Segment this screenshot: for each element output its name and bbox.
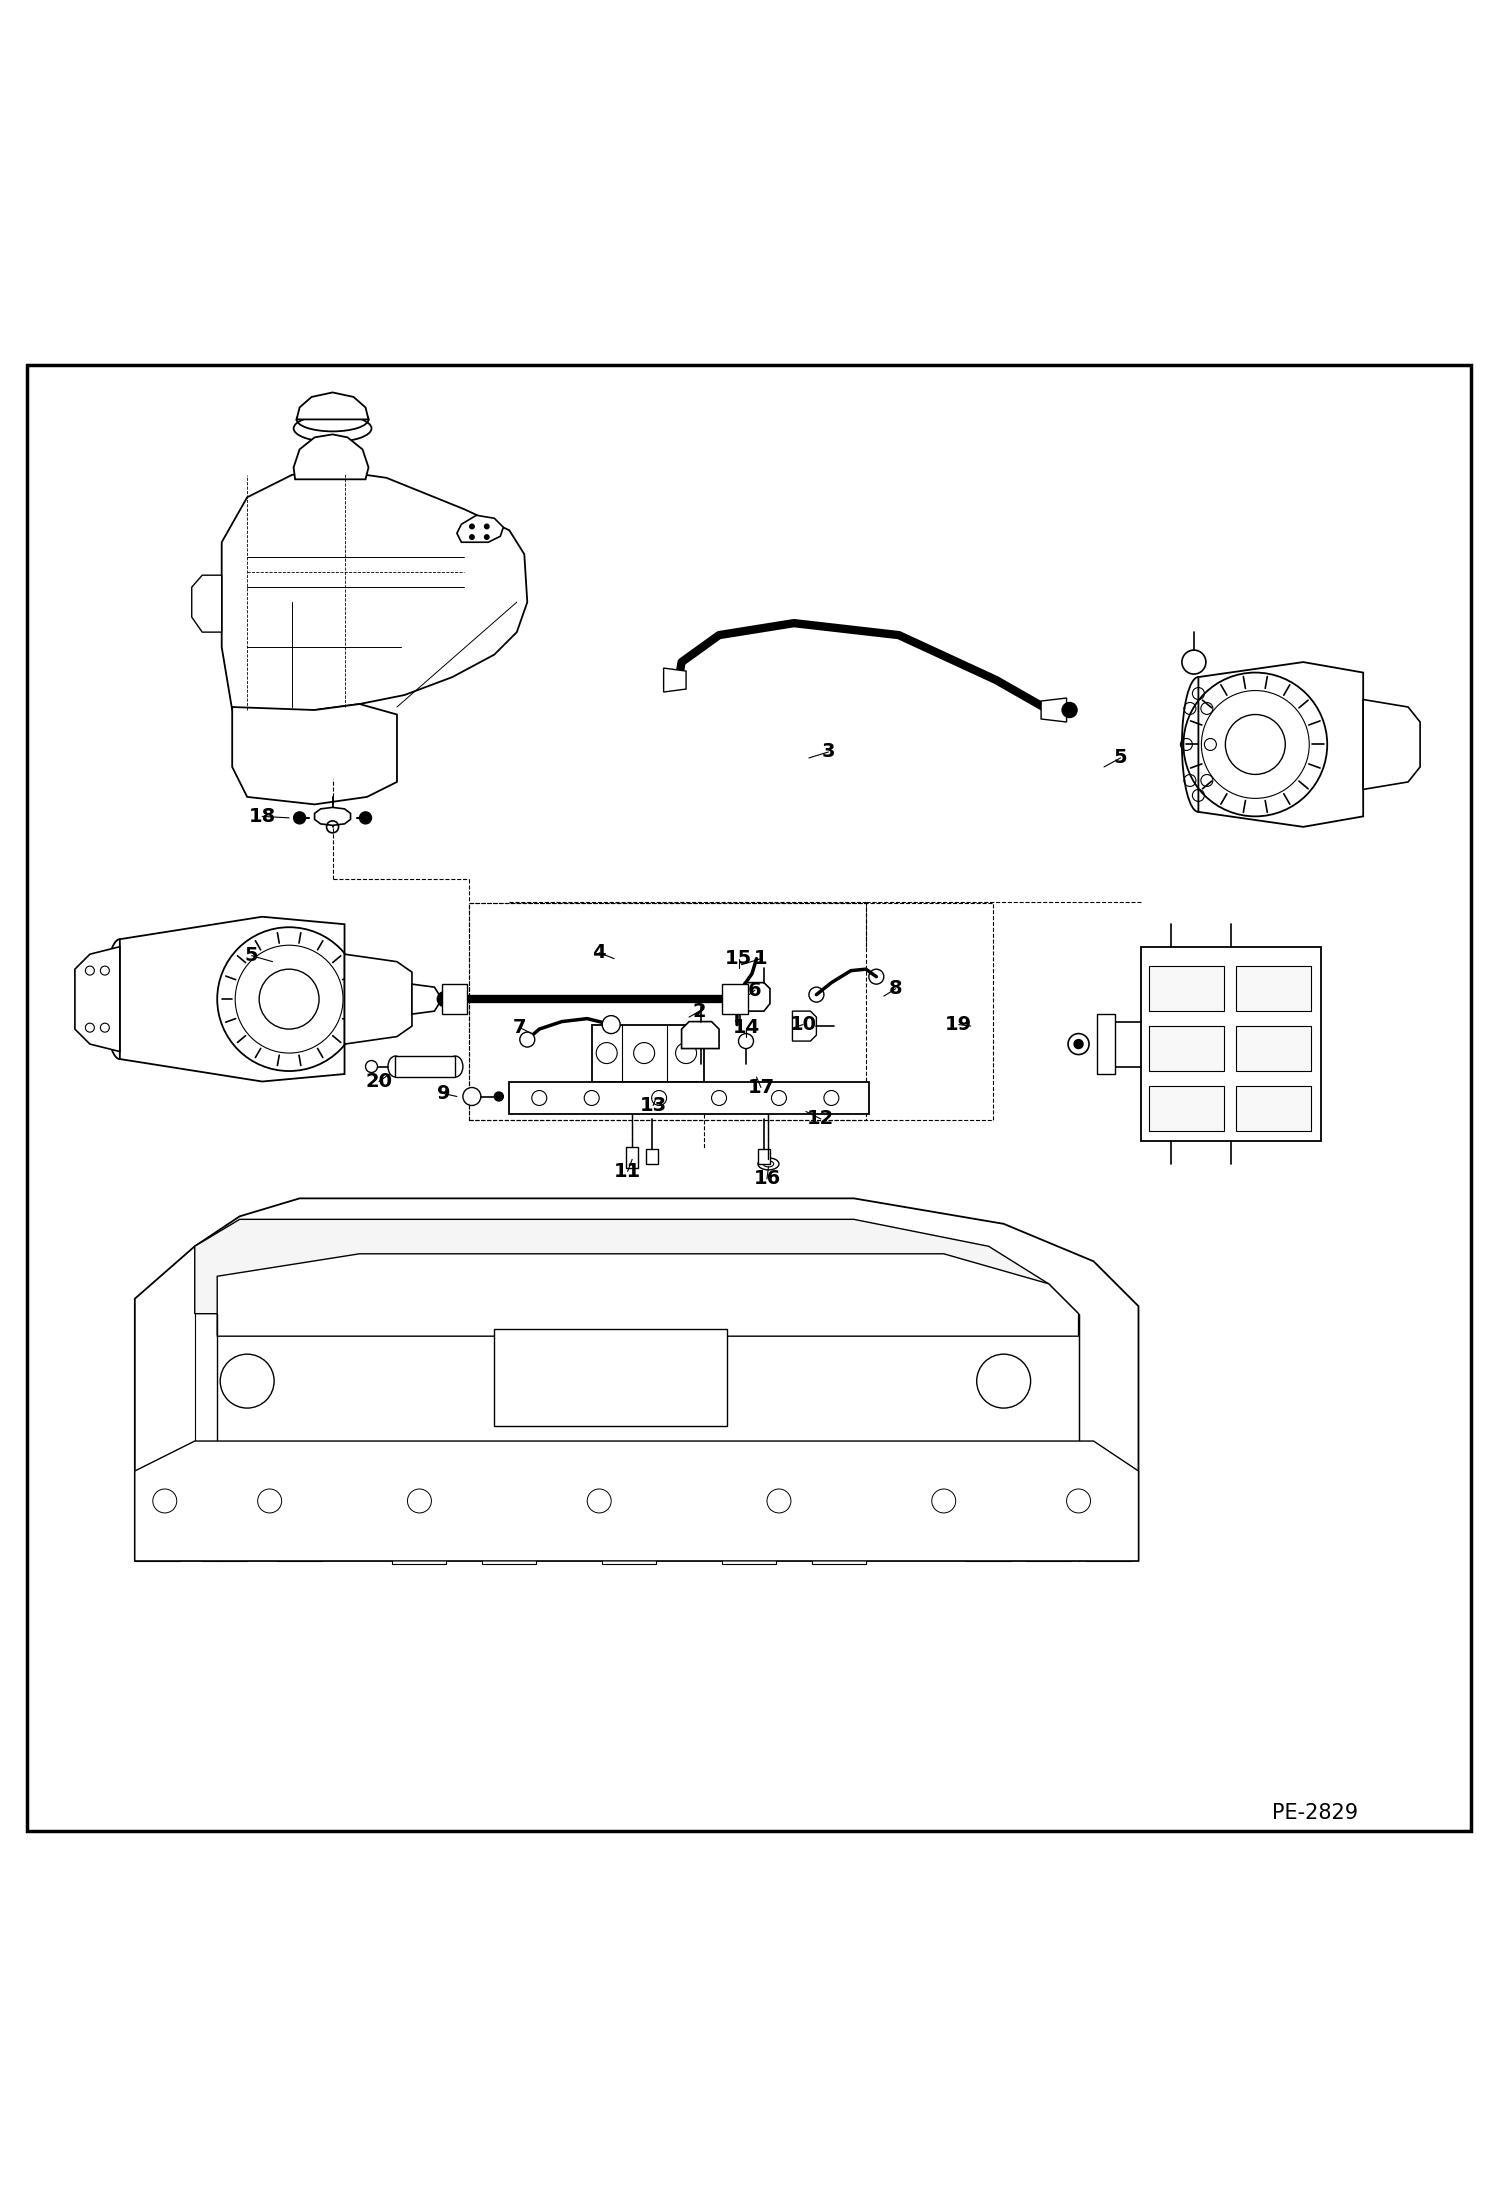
Circle shape: [494, 1092, 503, 1101]
Text: 8: 8: [888, 978, 903, 998]
Bar: [392, 1537, 446, 1564]
Bar: [395, 1057, 455, 1077]
Circle shape: [259, 969, 319, 1029]
Text: 1: 1: [753, 950, 768, 967]
Polygon shape: [722, 985, 748, 1013]
Polygon shape: [217, 1254, 1079, 1336]
Bar: [1149, 967, 1224, 1011]
Polygon shape: [745, 982, 770, 1011]
Polygon shape: [195, 1219, 1079, 1314]
Bar: [758, 1149, 770, 1164]
Text: 16: 16: [753, 1169, 780, 1189]
Bar: [646, 1149, 658, 1164]
Bar: [482, 1537, 536, 1564]
Bar: [135, 1529, 180, 1561]
Bar: [722, 1537, 776, 1564]
Bar: [1236, 1026, 1311, 1070]
Text: 17: 17: [748, 1079, 774, 1096]
Polygon shape: [222, 471, 527, 711]
Polygon shape: [592, 1024, 704, 1081]
Polygon shape: [297, 393, 369, 419]
Circle shape: [294, 811, 306, 825]
Polygon shape: [682, 1022, 719, 1048]
Bar: [494, 1329, 727, 1425]
Polygon shape: [1198, 662, 1363, 827]
Bar: [1086, 1529, 1131, 1561]
Circle shape: [1074, 1039, 1083, 1048]
Polygon shape: [1041, 697, 1067, 721]
Circle shape: [602, 1015, 620, 1033]
Text: 5: 5: [244, 945, 259, 965]
Ellipse shape: [457, 987, 466, 1011]
Circle shape: [484, 524, 488, 529]
Bar: [1149, 1026, 1224, 1070]
Bar: [469, 904, 866, 1121]
Text: 5: 5: [1113, 748, 1128, 768]
Polygon shape: [315, 807, 351, 825]
Bar: [1026, 1529, 1071, 1561]
Polygon shape: [192, 575, 222, 632]
Bar: [202, 1529, 247, 1561]
Bar: [1236, 967, 1311, 1011]
Text: 13: 13: [640, 1096, 667, 1114]
Circle shape: [470, 535, 475, 539]
Text: 19: 19: [945, 1015, 972, 1035]
Text: 18: 18: [249, 807, 276, 827]
Polygon shape: [135, 1197, 1138, 1561]
Polygon shape: [294, 434, 369, 480]
Circle shape: [1182, 649, 1206, 673]
Text: 14: 14: [733, 1018, 759, 1037]
Circle shape: [1062, 702, 1077, 717]
Circle shape: [366, 1061, 377, 1072]
Text: 11: 11: [614, 1162, 641, 1180]
Bar: [602, 1537, 656, 1564]
Text: PE-2829: PE-2829: [1272, 1803, 1359, 1822]
Bar: [626, 1147, 638, 1169]
Ellipse shape: [105, 939, 135, 1059]
Circle shape: [520, 1033, 535, 1046]
Polygon shape: [232, 704, 397, 805]
Polygon shape: [664, 669, 686, 693]
Polygon shape: [135, 1441, 1138, 1561]
Text: 2: 2: [692, 1002, 707, 1020]
Text: 20: 20: [366, 1072, 392, 1092]
Text: 9: 9: [436, 1083, 451, 1103]
Polygon shape: [509, 1081, 869, 1114]
Ellipse shape: [724, 987, 733, 1011]
Bar: [812, 1537, 866, 1564]
Text: 12: 12: [807, 1110, 834, 1129]
Text: 10: 10: [789, 1015, 816, 1035]
Circle shape: [360, 811, 372, 825]
Polygon shape: [792, 1011, 816, 1042]
Bar: [1097, 1013, 1115, 1075]
Circle shape: [470, 524, 475, 529]
Bar: [1149, 1086, 1224, 1132]
Circle shape: [1068, 1033, 1089, 1055]
Polygon shape: [442, 985, 467, 1013]
Circle shape: [484, 535, 488, 539]
Text: 6: 6: [748, 980, 762, 1000]
Polygon shape: [1141, 947, 1321, 1140]
Text: 7: 7: [512, 1018, 527, 1037]
Text: 4: 4: [592, 943, 607, 963]
Ellipse shape: [1182, 678, 1215, 811]
Bar: [1236, 1086, 1311, 1132]
Polygon shape: [75, 947, 120, 1053]
Polygon shape: [412, 985, 442, 1013]
Text: 3: 3: [821, 743, 836, 761]
Polygon shape: [1363, 700, 1420, 789]
Circle shape: [437, 991, 452, 1007]
Text: 15: 15: [725, 950, 752, 967]
Bar: [966, 1529, 1011, 1561]
Polygon shape: [120, 917, 345, 1081]
Circle shape: [463, 1088, 481, 1105]
Polygon shape: [457, 515, 503, 542]
Bar: [469, 904, 993, 1121]
Bar: [277, 1529, 322, 1561]
Polygon shape: [345, 954, 412, 1044]
